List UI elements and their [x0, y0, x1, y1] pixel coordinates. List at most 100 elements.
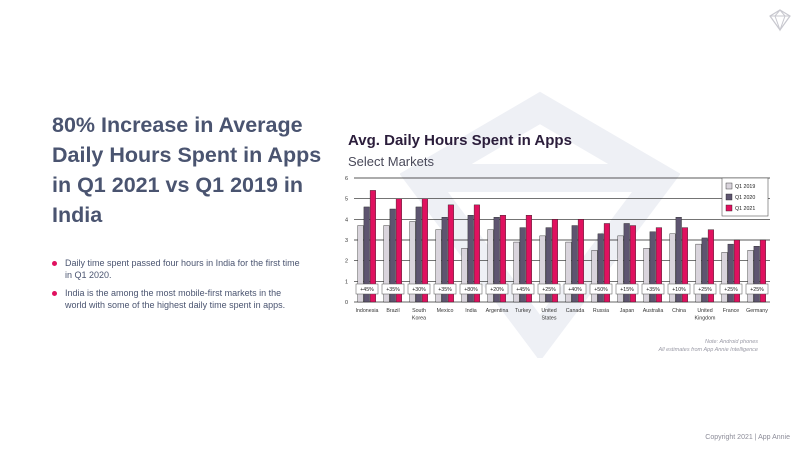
bar — [357, 225, 364, 303]
growth-label: +45% — [516, 287, 530, 293]
x-tick-label: United — [697, 308, 712, 314]
x-tick-label: Russia — [593, 308, 609, 314]
copyright: Copyright 2021 | App Annie — [705, 434, 790, 441]
growth-label: +15% — [620, 287, 634, 293]
bar — [603, 223, 610, 303]
bullet-dot-icon — [52, 291, 57, 296]
bar — [461, 248, 468, 303]
headline: 80% Increase in Average Daily Hours Spen… — [52, 113, 322, 227]
legend-swatch — [725, 193, 733, 201]
growth-label: +30% — [412, 287, 426, 293]
bar-chart: 0 1 2 3 4 5 6 +45% +35% +30% +35% +80% +20% +45% +25% +… — [345, 176, 770, 322]
bar — [409, 221, 416, 303]
bullet-item: India is the among the most mobile-first… — [52, 288, 302, 311]
x-tick-label: Turkey — [515, 308, 531, 314]
bar — [707, 229, 714, 303]
growth-label-box — [485, 283, 509, 295]
bar — [447, 204, 454, 303]
growth-label: +50% — [594, 287, 608, 293]
bar — [649, 231, 656, 303]
bar — [467, 215, 474, 303]
bar — [753, 245, 760, 303]
bullet-list: Daily time spent passed four hours in In… — [52, 258, 302, 318]
x-tick-label: China — [672, 308, 686, 314]
legend-label: Q1 2020 — [735, 195, 755, 201]
y-tick-label: 6 — [345, 176, 348, 182]
y-tick-label: 4 — [345, 217, 348, 223]
legend-swatch — [725, 182, 733, 190]
bullet-text: Daily time spent passed four hours in In… — [65, 258, 300, 280]
growth-label: +35% — [386, 287, 400, 293]
bar — [617, 235, 624, 303]
growth-label: +25% — [750, 287, 764, 293]
bar — [487, 229, 494, 303]
bar — [415, 206, 422, 303]
x-tick-label: Japan — [620, 308, 634, 314]
x-tick-label: Kingdom — [695, 316, 716, 322]
growth-label: +40% — [568, 287, 582, 293]
growth-label-box — [589, 283, 613, 295]
bar — [499, 215, 506, 303]
bullet-text: India is the among the most mobile-first… — [65, 288, 286, 310]
x-tick-label: India — [465, 308, 477, 314]
bar — [701, 237, 708, 303]
note-line: Note: Android phones — [705, 339, 758, 345]
growth-label: +20% — [490, 287, 504, 293]
bar — [551, 219, 558, 303]
legend-label: Q1 2019 — [735, 184, 755, 190]
bar — [441, 217, 448, 303]
growth-label: +10% — [672, 287, 686, 293]
growth-label-box — [381, 283, 405, 295]
y-tick-label: 0 — [345, 300, 348, 306]
growth-label-box — [355, 283, 379, 295]
y-tick-label: 1 — [345, 279, 348, 285]
bar — [577, 219, 584, 303]
bar — [369, 190, 376, 303]
growth-label-box — [459, 283, 483, 295]
bar — [389, 208, 396, 303]
chart-title: Avg. Daily Hours Spent in Apps — [348, 132, 572, 149]
growth-label-box — [563, 283, 587, 295]
bullet-item: Daily time spent passed four hours in In… — [52, 258, 302, 281]
growth-label-box — [407, 283, 431, 295]
growth-label-box — [719, 283, 743, 295]
growth-label-box — [615, 283, 639, 295]
note-line: All estimates from App Annie Intelligenc… — [658, 347, 758, 353]
x-tick-label: Australia — [643, 308, 664, 314]
chart-note: Note: Android phones All estimates from … — [658, 338, 758, 354]
bar — [383, 225, 390, 303]
bar — [733, 239, 740, 303]
bar — [435, 229, 442, 303]
bar — [395, 198, 402, 303]
bar — [591, 250, 598, 303]
growth-label-box — [745, 283, 769, 295]
bar — [539, 235, 546, 303]
bar — [721, 252, 728, 303]
x-tick-label: Brazil — [386, 308, 399, 314]
bullet-dot-icon — [52, 261, 57, 266]
growth-label-box — [537, 283, 561, 295]
x-tick-label: Argentina — [486, 308, 509, 314]
bar — [675, 217, 682, 303]
growth-label-box — [693, 283, 717, 295]
bar — [643, 248, 650, 303]
bar — [655, 227, 662, 303]
growth-label: +25% — [698, 287, 712, 293]
chart-subtitle: Select Markets — [348, 154, 434, 169]
bar — [473, 204, 480, 303]
growth-label: +35% — [646, 287, 660, 293]
growth-label: +35% — [438, 287, 452, 293]
bar — [629, 225, 636, 303]
x-tick-label: South — [412, 308, 426, 314]
bar — [525, 215, 532, 303]
y-tick-label: 3 — [345, 238, 348, 244]
bar — [623, 223, 630, 303]
growth-label: +25% — [542, 287, 556, 293]
bar — [545, 227, 552, 303]
legend-label: Q1 2021 — [735, 206, 755, 212]
growth-label-box — [667, 283, 691, 295]
bar — [571, 225, 578, 303]
x-tick-label: Mexico — [437, 308, 454, 314]
x-tick-label: Korea — [412, 316, 426, 322]
bar — [493, 217, 500, 303]
